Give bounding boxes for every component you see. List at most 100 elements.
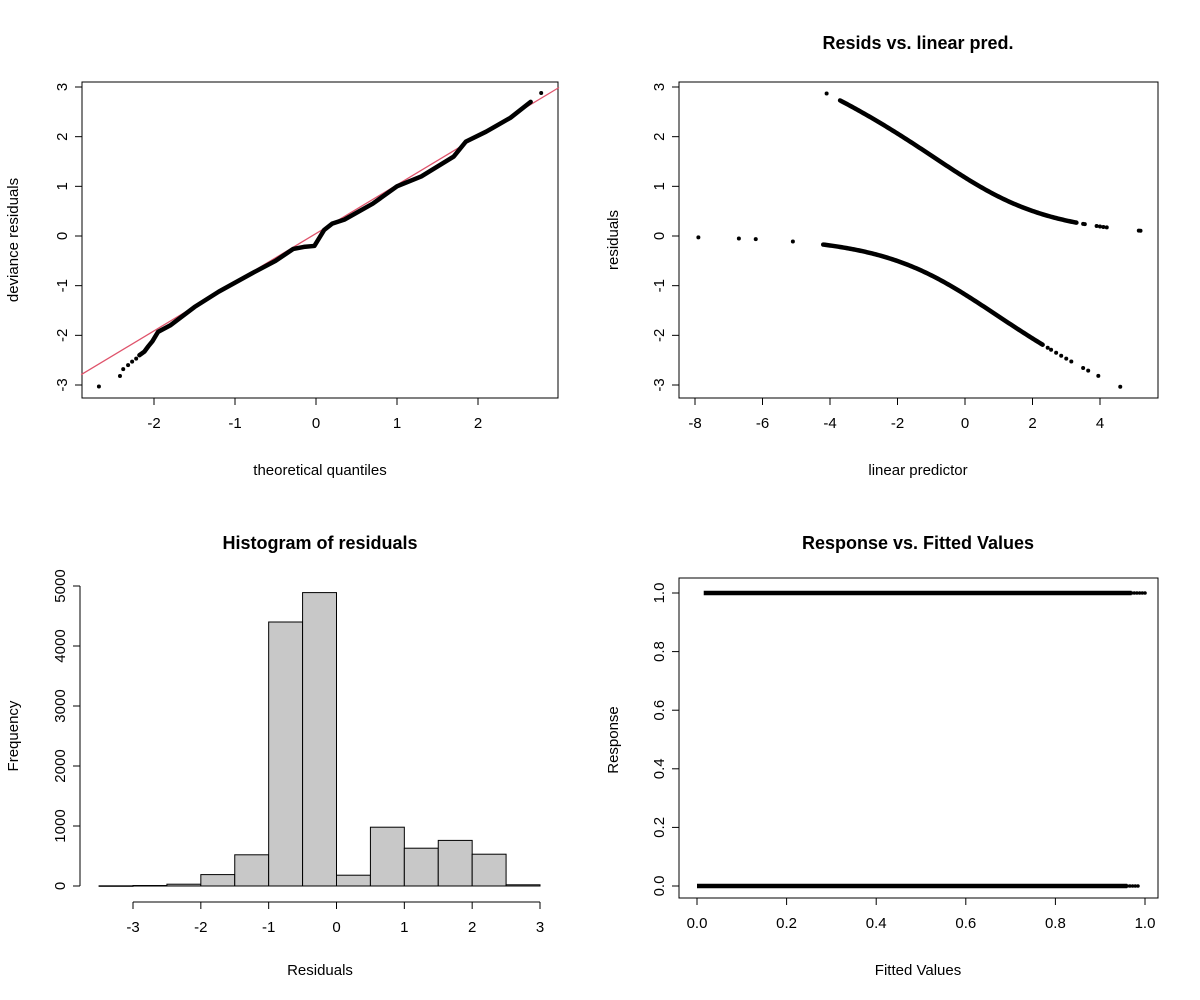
histogram-bar <box>234 854 270 887</box>
residual-point <box>824 91 829 96</box>
y-tick-label: 1 <box>651 182 668 190</box>
residual-point <box>1045 345 1050 350</box>
residual-point <box>736 236 741 241</box>
x-tick-label: -1 <box>228 415 241 432</box>
response-point <box>1135 591 1139 595</box>
x-tick-label: 4 <box>1096 415 1104 432</box>
y-axis-label: deviance residuals <box>5 178 22 302</box>
y-tick-label: 1 <box>54 182 71 190</box>
residual-point <box>1096 373 1101 378</box>
x-tick-label: 2 <box>474 415 482 432</box>
residual-point <box>1059 353 1064 358</box>
x-axis-label: Residuals <box>287 962 353 979</box>
y-tick-label: 1000 <box>52 809 69 842</box>
y-tick-label: 0.8 <box>651 641 668 662</box>
x-tick-label: -8 <box>688 415 701 432</box>
histogram-bar <box>403 847 439 887</box>
qq-point <box>121 367 126 372</box>
qq-point <box>117 374 122 379</box>
x-tick-label: 1 <box>400 919 408 936</box>
y-axis-label: Frequency <box>5 700 22 771</box>
response-point <box>1132 591 1137 595</box>
x-tick-label: 0 <box>332 919 340 936</box>
residual-point <box>1064 356 1069 361</box>
y-tick-label: 0.6 <box>651 700 668 721</box>
residual-point <box>1098 224 1102 229</box>
chart-title: Resids vs. linear pred. <box>822 33 1013 53</box>
histogram-panel: Histogram of residuals -3 -2 -1 0 1 2 3 0 1000 20… <box>5 533 544 979</box>
response-point <box>1129 591 1134 595</box>
x-tick-label: 2 <box>1028 415 1036 432</box>
x-tick-label: -3 <box>126 919 139 936</box>
response-point <box>1136 884 1140 888</box>
residual-point <box>1104 225 1109 230</box>
residual-point <box>1082 222 1087 227</box>
residual-point <box>1138 228 1143 233</box>
histogram-bar <box>471 853 507 887</box>
response-plot-marks: 0.0 0.2 0.4 0.6 0.8 1.0 0.0 0.2 0.4 0.6 0.8 1.0 <box>651 583 1155 932</box>
plot-frame <box>678 577 1159 899</box>
y-tick-label: -2 <box>54 329 71 342</box>
y-tick-label: 3000 <box>52 689 69 722</box>
x-tick-label: 0.8 <box>1045 915 1066 932</box>
y-tick-label: -3 <box>651 378 668 391</box>
plot-frame <box>678 81 1159 399</box>
x-tick-label: -4 <box>823 415 836 432</box>
y-tick-label: 2 <box>651 132 668 140</box>
x-tick-label: 3 <box>536 919 544 936</box>
residual-plot-marks: -8 -6 -4 -2 0 2 4 -3 -2 -1 0 1 2 3 <box>651 83 1143 432</box>
histogram-bar <box>437 839 473 887</box>
response-point <box>1140 591 1145 595</box>
residual-point <box>1086 368 1091 373</box>
residual-point <box>753 237 758 242</box>
x-axis-label: linear predictor <box>868 462 967 479</box>
qq-points-dense <box>137 99 533 358</box>
residual-point <box>1101 224 1106 229</box>
response-vs-fitted-panel: Response vs. Fitted Values 0.0 0.2 0.4 0.6 0… <box>605 533 1159 979</box>
y-tick-label: -2 <box>651 329 668 342</box>
y-tick-label: 0 <box>651 232 668 240</box>
y-axis-label: residuals <box>605 210 622 270</box>
residual-point <box>1094 224 1099 229</box>
response-point <box>1125 884 1130 888</box>
qq-point <box>134 356 139 361</box>
response-point <box>1128 884 1132 888</box>
y-tick-label: 1.0 <box>651 583 668 604</box>
y-tick-label: -3 <box>54 378 71 391</box>
histogram-bar <box>302 592 338 887</box>
x-tick-label: 1 <box>393 415 401 432</box>
response-point <box>1143 591 1147 595</box>
x-tick-label: 0.4 <box>866 915 887 932</box>
histogram-bar <box>132 885 168 887</box>
residual-point <box>1049 347 1054 352</box>
x-axis-label: theoretical quantiles <box>253 462 386 479</box>
qq-point <box>96 384 101 389</box>
histogram-bar <box>369 826 405 887</box>
x-tick-label: 2 <box>468 919 476 936</box>
y-tick-label: 0.2 <box>651 817 668 838</box>
qq-point <box>126 363 131 368</box>
y-tick-label: 2000 <box>52 749 69 782</box>
y-tick-label: 5000 <box>52 569 69 602</box>
qq-plot-marks: -2 -1 0 1 2 -3 -2 -1 0 1 2 3 <box>54 83 560 432</box>
histogram-bar <box>336 874 371 887</box>
residual-point <box>696 235 701 240</box>
chart-title: Response vs. Fitted Values <box>802 533 1034 553</box>
x-tick-label: -2 <box>194 919 207 936</box>
resids-vs-linear-pred-panel: Resids vs. linear pred. -8 -6 -4 -2 0 2 4-3-2-… <box>605 33 1159 479</box>
qq-point <box>130 359 135 364</box>
x-tick-label: 0 <box>961 415 969 432</box>
residual-point <box>1054 350 1059 355</box>
y-tick-label: 2 <box>54 132 71 140</box>
x-tick-label: 0.6 <box>955 915 976 932</box>
histogram-marks: -3 -2 -1 0 1 2 3 0 1000 2000 3000 4000 5000 <box>52 569 544 936</box>
x-tick-label: 0.2 <box>776 915 797 932</box>
x-tick-label: 0.0 <box>687 915 708 932</box>
y-tick-label: 3 <box>651 83 668 91</box>
y-tick-label: 0.4 <box>651 758 668 779</box>
qq-point <box>539 90 544 95</box>
x-tick-label: 1.0 <box>1135 915 1156 932</box>
response-1-residual-curve <box>837 98 1079 225</box>
residual-point <box>1081 365 1086 370</box>
